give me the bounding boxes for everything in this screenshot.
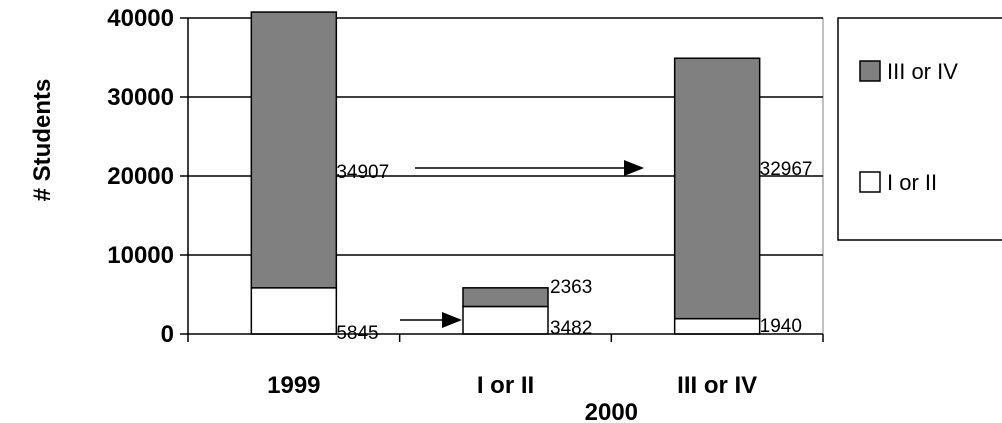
legend-swatch bbox=[859, 60, 881, 82]
data-label: 5845 bbox=[336, 323, 378, 344]
arrow-i-ii-head bbox=[442, 312, 462, 328]
legend-label: III or IV bbox=[887, 59, 958, 84]
bar-segment-iii-or-iv bbox=[673, 57, 761, 320]
x-category-labels: 1999 I or II III or IV 2000 bbox=[267, 372, 757, 423]
bar-segment-iii-or-iv bbox=[462, 287, 549, 308]
y-tick-label: 20000 bbox=[107, 163, 174, 190]
y-axis-label: # Students bbox=[29, 79, 56, 202]
data-label: 1940 bbox=[760, 316, 802, 337]
y-tick-label: 10000 bbox=[107, 242, 174, 269]
y-tick-label: 30000 bbox=[107, 84, 174, 111]
legend: III or IV I or II bbox=[837, 17, 1002, 241]
axes bbox=[180, 17, 824, 342]
legend-label: I or II bbox=[887, 170, 937, 195]
data-label: 32967 bbox=[760, 159, 813, 180]
x-category-label: 1999 bbox=[267, 372, 320, 399]
legend-swatch bbox=[859, 171, 881, 193]
bar-segment-i-or-ii bbox=[673, 317, 761, 335]
bars bbox=[250, 11, 761, 335]
bar-segment-i-or-ii bbox=[250, 287, 338, 335]
data-label: 3482 bbox=[550, 318, 592, 339]
bar-segment-i-or-ii bbox=[462, 305, 549, 335]
x-group-label: 2000 bbox=[585, 399, 638, 423]
x-category-label: III or IV bbox=[677, 372, 757, 399]
y-tick-label: 0 bbox=[161, 321, 174, 348]
legend-box bbox=[837, 17, 1002, 241]
arrow-iii-iv-head bbox=[624, 160, 644, 176]
x-category-label: I or II bbox=[477, 372, 534, 399]
y-tick-labels: 0 10000 20000 30000 40000 bbox=[107, 5, 174, 348]
data-labels: 34907 5845 2363 3482 32967 1940 bbox=[336, 159, 812, 344]
bar-segment-iii-or-iv bbox=[250, 11, 338, 289]
data-label: 2363 bbox=[550, 277, 592, 298]
y-tick-label: 40000 bbox=[107, 5, 174, 32]
arrows bbox=[400, 160, 644, 328]
data-label: 34907 bbox=[336, 162, 389, 183]
